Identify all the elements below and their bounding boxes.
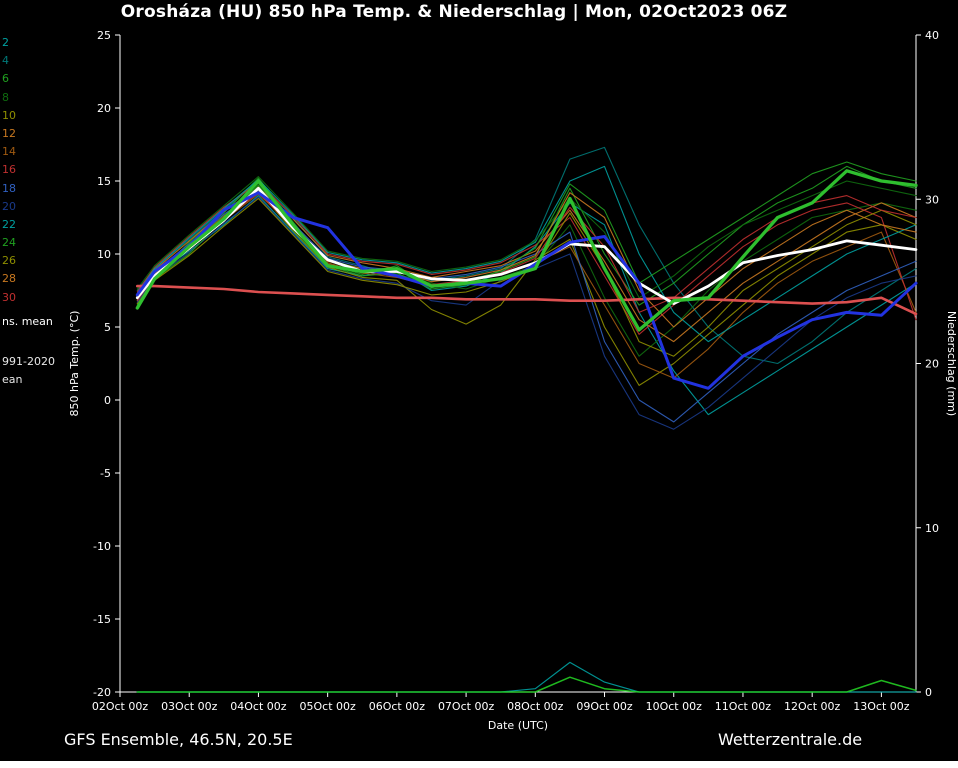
x-tick-label: 06Oct 00z bbox=[369, 700, 426, 713]
y-right-axis-title: Niederschlag (mm) bbox=[945, 311, 958, 416]
series-member-16 bbox=[136, 181, 917, 335]
series-member-08 bbox=[136, 183, 917, 357]
x-tick-label: 05Oct 00z bbox=[300, 700, 357, 713]
legend-member-label: 12 bbox=[2, 126, 16, 140]
x-tick-label: 11Oct 00z bbox=[715, 700, 772, 713]
legend-member-label: 4 bbox=[2, 54, 9, 68]
series-member-14 bbox=[136, 193, 917, 379]
x-tick-label: 07Oct 00z bbox=[438, 700, 495, 713]
x-tick-label: 08Oct 00z bbox=[507, 700, 564, 713]
legend-member-label: 26 bbox=[2, 254, 16, 268]
x-tick-label: 12Oct 00z bbox=[784, 700, 841, 713]
y-left-tick-label: 0 bbox=[104, 394, 111, 407]
x-axis-title: Date (UTC) bbox=[488, 719, 548, 732]
x-tick-label: 09Oct 00z bbox=[576, 700, 633, 713]
x-tick-label: 10Oct 00z bbox=[646, 700, 703, 713]
model-info-label: GFS Ensemble, 46.5N, 20.5E bbox=[64, 730, 293, 749]
legend-member-label: 2 bbox=[2, 36, 9, 49]
series-member-18 bbox=[136, 189, 917, 423]
series-member-26 bbox=[136, 176, 917, 299]
series-main-run-green bbox=[135, 169, 918, 332]
legend-member-label: 6 bbox=[2, 72, 9, 86]
series-member-24 bbox=[136, 161, 917, 308]
y-left-tick-label: -10 bbox=[93, 540, 111, 553]
y-left-tick-label: -15 bbox=[93, 613, 111, 626]
y-left-tick-label: 20 bbox=[97, 102, 111, 115]
page-title: Orosháza (HU) 850 hPa Temp. & Niederschl… bbox=[120, 2, 788, 22]
series-climate-mean-1991-2020 bbox=[136, 284, 918, 316]
site-watermark: Wetterzentrale.de bbox=[718, 730, 863, 749]
y-right-tick-label: 20 bbox=[925, 358, 939, 371]
y-left-tick-label: 10 bbox=[97, 248, 111, 261]
y-left-tick-label: -5 bbox=[100, 467, 111, 480]
legend-member-label: 22 bbox=[2, 217, 16, 231]
legend-member-label: 30 bbox=[2, 290, 16, 304]
series-member-20 bbox=[136, 196, 917, 430]
legend-member-label: 20 bbox=[2, 199, 16, 213]
y-right-tick-label: 30 bbox=[925, 193, 939, 206]
x-tick-label: 04Oct 00z bbox=[230, 700, 287, 713]
series-precip-main bbox=[136, 676, 917, 693]
series-member-22 bbox=[136, 165, 917, 343]
y-left-tick-label: 15 bbox=[97, 175, 111, 188]
legend-member-label: 14 bbox=[2, 145, 16, 159]
y-right-tick-label: 10 bbox=[925, 522, 939, 535]
y-left-tick-label: 25 bbox=[97, 29, 111, 42]
legend-member-label: 28 bbox=[2, 272, 16, 286]
series-precip-member bbox=[136, 661, 917, 693]
y-right-tick-label: 0 bbox=[925, 686, 932, 699]
legend-member-label: 10 bbox=[2, 108, 16, 122]
y-left-tick-label: -20 bbox=[93, 686, 111, 699]
page-bottom-strip bbox=[0, 761, 958, 768]
series-ensemble-mean bbox=[135, 186, 918, 306]
legend-climate-mean-label: 991-2020 bbox=[2, 355, 55, 369]
series-member-02 bbox=[136, 195, 917, 416]
series-member-10 bbox=[136, 190, 917, 386]
series-member-28 bbox=[136, 197, 917, 357]
legend-member-label: 16 bbox=[2, 163, 16, 177]
y-right-tick-label: 40 bbox=[925, 29, 939, 42]
x-tick-label: 13Oct 00z bbox=[853, 700, 910, 713]
x-tick-label: 03Oct 00z bbox=[161, 700, 218, 713]
legend-member-label: 18 bbox=[2, 181, 16, 195]
legend-ensemble-mean-label: ns. mean bbox=[2, 314, 53, 328]
ensemble-legend: 2 4 6 8 10 12 14 16 18 20 22 24 26 28 30 ns. mean 991-20… bbox=[2, 34, 55, 389]
legend-member-label: 24 bbox=[2, 236, 16, 250]
x-tick-label: 02Oct 00z bbox=[92, 700, 149, 713]
y-left-axis-title: 850 hPa Temp. (°C) bbox=[68, 311, 81, 417]
legend-climate-mean-label: ean bbox=[2, 373, 23, 387]
y-left-tick-label: 5 bbox=[104, 321, 111, 334]
legend-member-label: 8 bbox=[2, 90, 9, 104]
